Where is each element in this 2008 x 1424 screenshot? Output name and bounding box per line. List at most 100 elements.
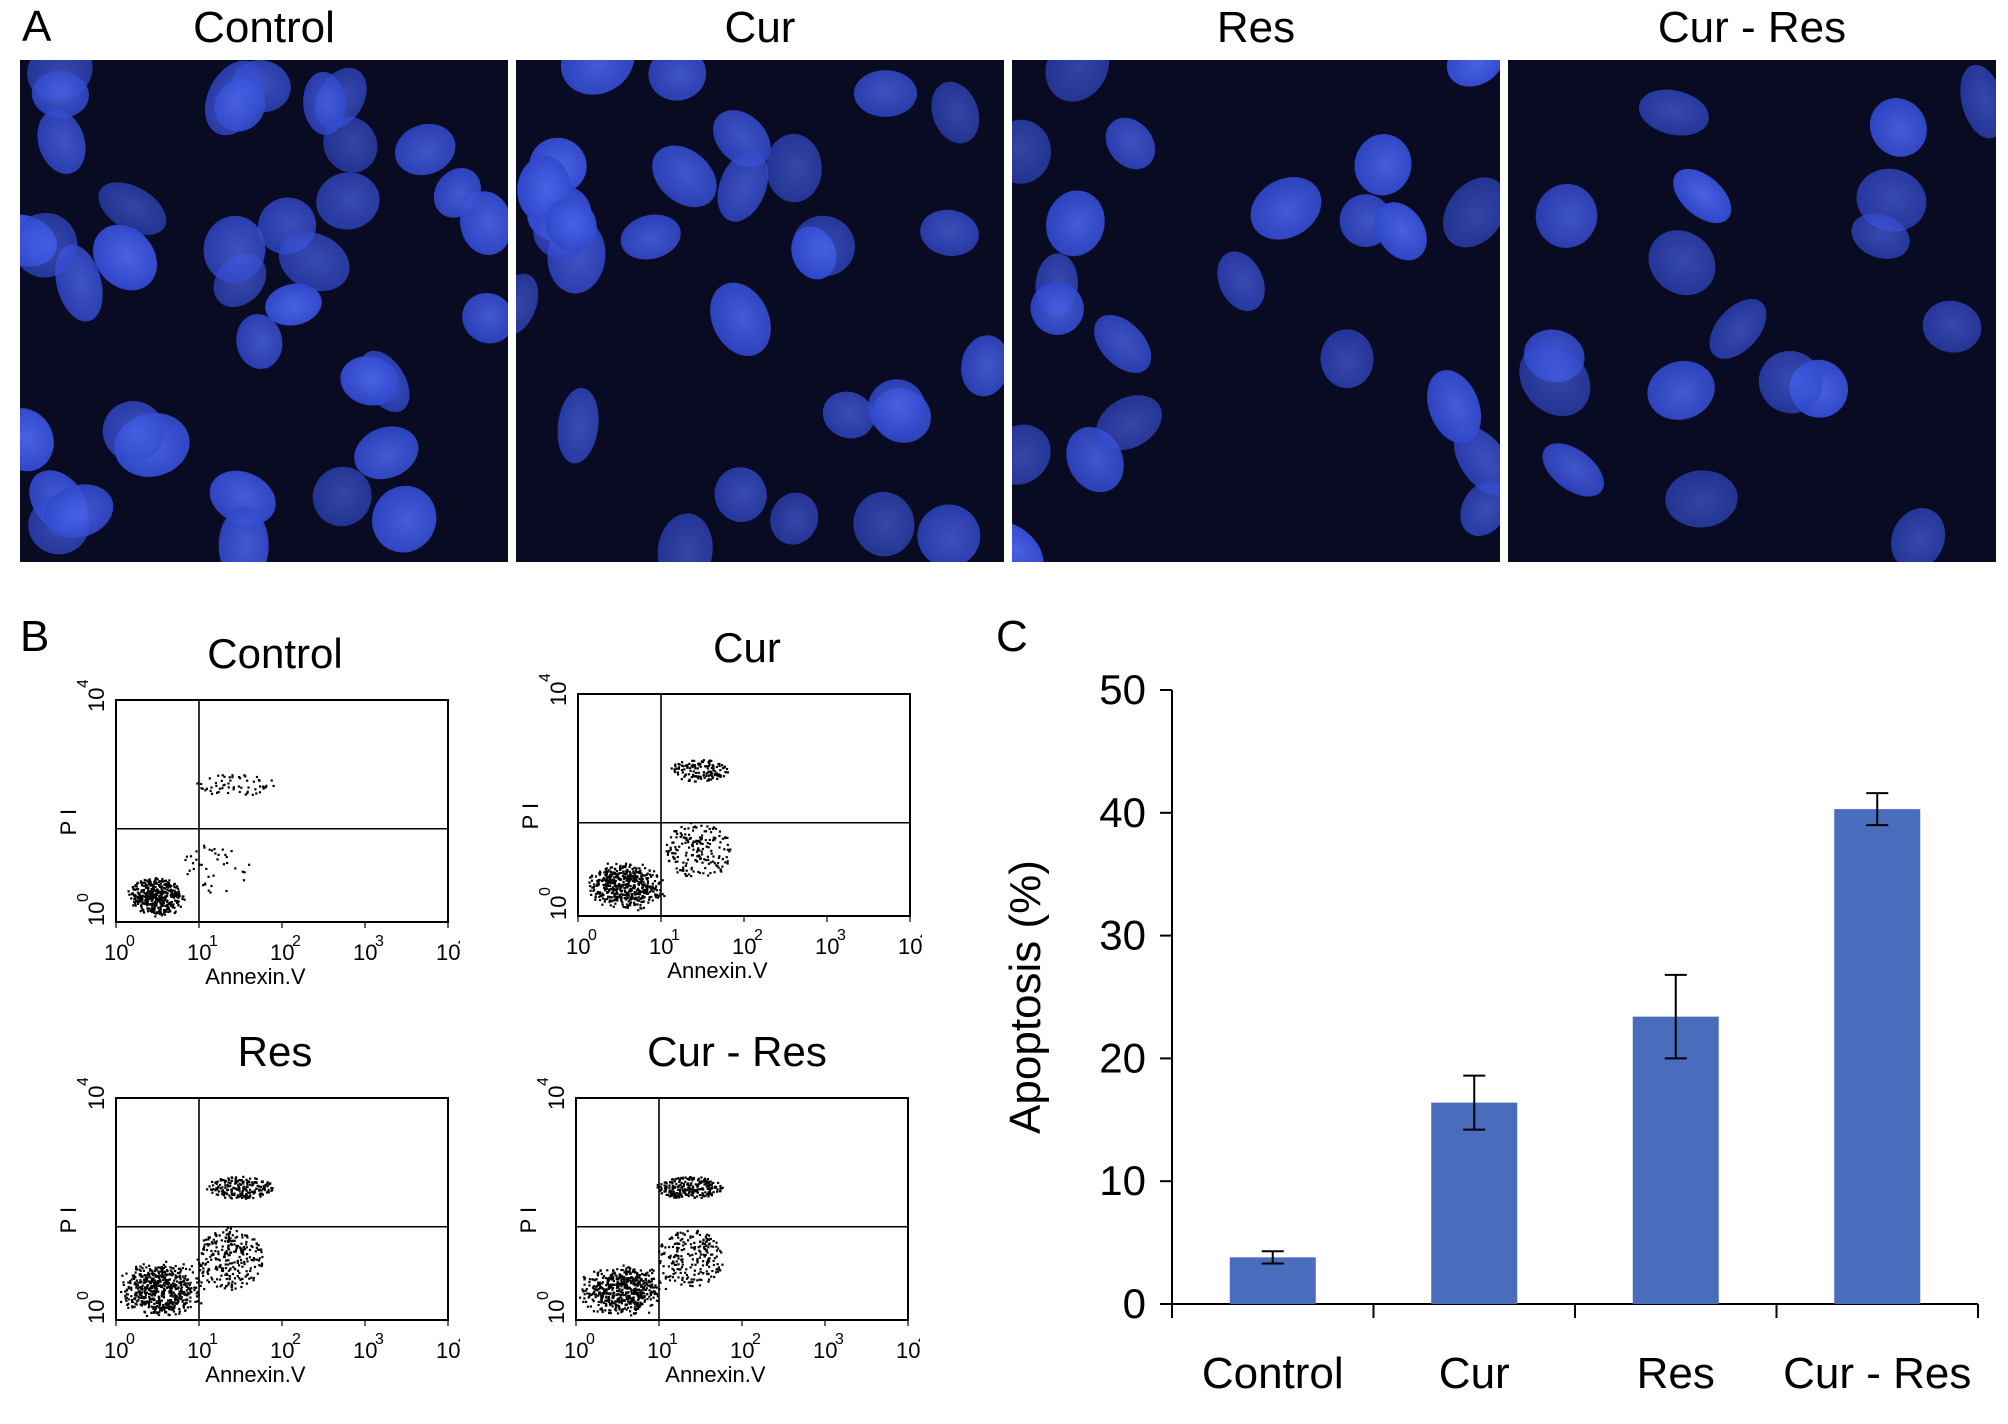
- event-dot: [637, 1282, 640, 1285]
- event-dot: [701, 842, 704, 845]
- event-dot: [127, 890, 130, 893]
- event-dot: [665, 850, 668, 853]
- event-dot: [236, 1235, 239, 1238]
- event-dot: [671, 1245, 675, 1248]
- event-dot: [238, 1271, 241, 1274]
- event-dot: [596, 1289, 599, 1292]
- event-dot: [705, 1248, 708, 1251]
- event-dot: [612, 1301, 615, 1305]
- event-dot: [696, 1190, 699, 1193]
- x-tick-exponent: 4: [918, 1331, 920, 1348]
- event-dot: [245, 1257, 248, 1260]
- event-dot: [664, 1287, 667, 1291]
- event-dot: [252, 1196, 255, 1200]
- event-dot: [607, 1298, 610, 1301]
- event-dot: [671, 1188, 674, 1192]
- event-dot: [141, 1267, 144, 1270]
- event-dot: [599, 894, 602, 898]
- event-dot: [182, 1283, 185, 1286]
- event-dot: [630, 897, 633, 901]
- y-tick-label: 10: [546, 682, 571, 706]
- event-dot: [159, 902, 162, 905]
- event-dot: [680, 769, 684, 772]
- event-dot: [224, 1181, 227, 1184]
- event-dot: [643, 896, 646, 899]
- event-dot: [721, 858, 724, 861]
- event-dot: [136, 881, 139, 884]
- nucleus: [20, 212, 78, 278]
- event-dot: [635, 1279, 638, 1282]
- event-dot: [638, 893, 641, 896]
- x-tick-label: 10: [104, 1338, 128, 1363]
- nucleus: [102, 401, 165, 462]
- event-dot: [259, 1248, 262, 1251]
- event-dot: [154, 892, 157, 895]
- event-dot: [147, 897, 151, 900]
- event-dot: [633, 866, 636, 869]
- event-dot: [156, 897, 159, 900]
- event-dot: [697, 771, 700, 774]
- event-dot: [593, 1290, 596, 1294]
- event-dot: [154, 1275, 157, 1278]
- event-dot: [153, 1311, 156, 1314]
- event-dot: [595, 892, 598, 895]
- event-dot: [685, 851, 688, 854]
- event-dot: [207, 1281, 211, 1284]
- event-dot: [153, 909, 156, 912]
- event-dot: [612, 1275, 615, 1278]
- x-tick-label: 10: [730, 1338, 754, 1363]
- event-dot: [249, 1177, 252, 1180]
- event-dot: [166, 888, 169, 891]
- event-dot: [171, 1271, 174, 1274]
- event-dot: [172, 903, 175, 906]
- event-dot: [712, 1245, 715, 1248]
- event-dot: [215, 1246, 218, 1249]
- event-dot: [684, 774, 687, 777]
- event-dot: [183, 1280, 186, 1283]
- event-dot: [167, 907, 170, 910]
- event-dot: [159, 1284, 162, 1287]
- event-dot: [630, 1297, 633, 1300]
- event-dot: [637, 892, 640, 895]
- event-dot: [174, 1297, 177, 1300]
- event-dot: [581, 1288, 584, 1291]
- event-dot: [226, 1263, 229, 1266]
- event-dot: [637, 909, 640, 912]
- event-dot: [228, 1275, 231, 1278]
- event-dot: [718, 846, 721, 849]
- event-dot: [177, 893, 180, 897]
- event-dot: [598, 1283, 601, 1286]
- nucleus: [1648, 230, 1716, 296]
- event-dot: [609, 884, 612, 887]
- event-dot: [141, 1291, 144, 1294]
- event-dot: [219, 1179, 222, 1182]
- event-dot: [152, 1305, 155, 1309]
- event-dot: [698, 1278, 701, 1281]
- event-dot: [719, 841, 722, 844]
- event-dot: [233, 1192, 236, 1195]
- event-dot: [635, 1303, 639, 1306]
- event-dot: [633, 1289, 636, 1293]
- nucleus: [1869, 98, 1927, 157]
- event-dot: [682, 866, 685, 869]
- event-dot: [631, 1270, 634, 1273]
- event-dot: [689, 822, 692, 825]
- event-dot: [610, 896, 613, 899]
- event-dot: [639, 1301, 642, 1304]
- event-dot: [158, 894, 161, 898]
- event-dot: [626, 897, 629, 900]
- event-dot: [644, 1274, 647, 1277]
- x-tick-exponent: 2: [292, 933, 301, 950]
- event-dot: [141, 1275, 144, 1278]
- event-dot: [597, 1300, 600, 1303]
- event-dot: [631, 886, 635, 889]
- event-dot: [658, 1262, 662, 1265]
- event-dot: [177, 890, 180, 893]
- event-dot: [217, 1253, 220, 1256]
- event-dot: [186, 1306, 189, 1309]
- event-dot: [252, 1192, 255, 1195]
- event-dot: [224, 1263, 227, 1266]
- event-dot: [622, 1264, 625, 1267]
- event-dot: [162, 1296, 166, 1299]
- event-dot: [207, 1238, 210, 1241]
